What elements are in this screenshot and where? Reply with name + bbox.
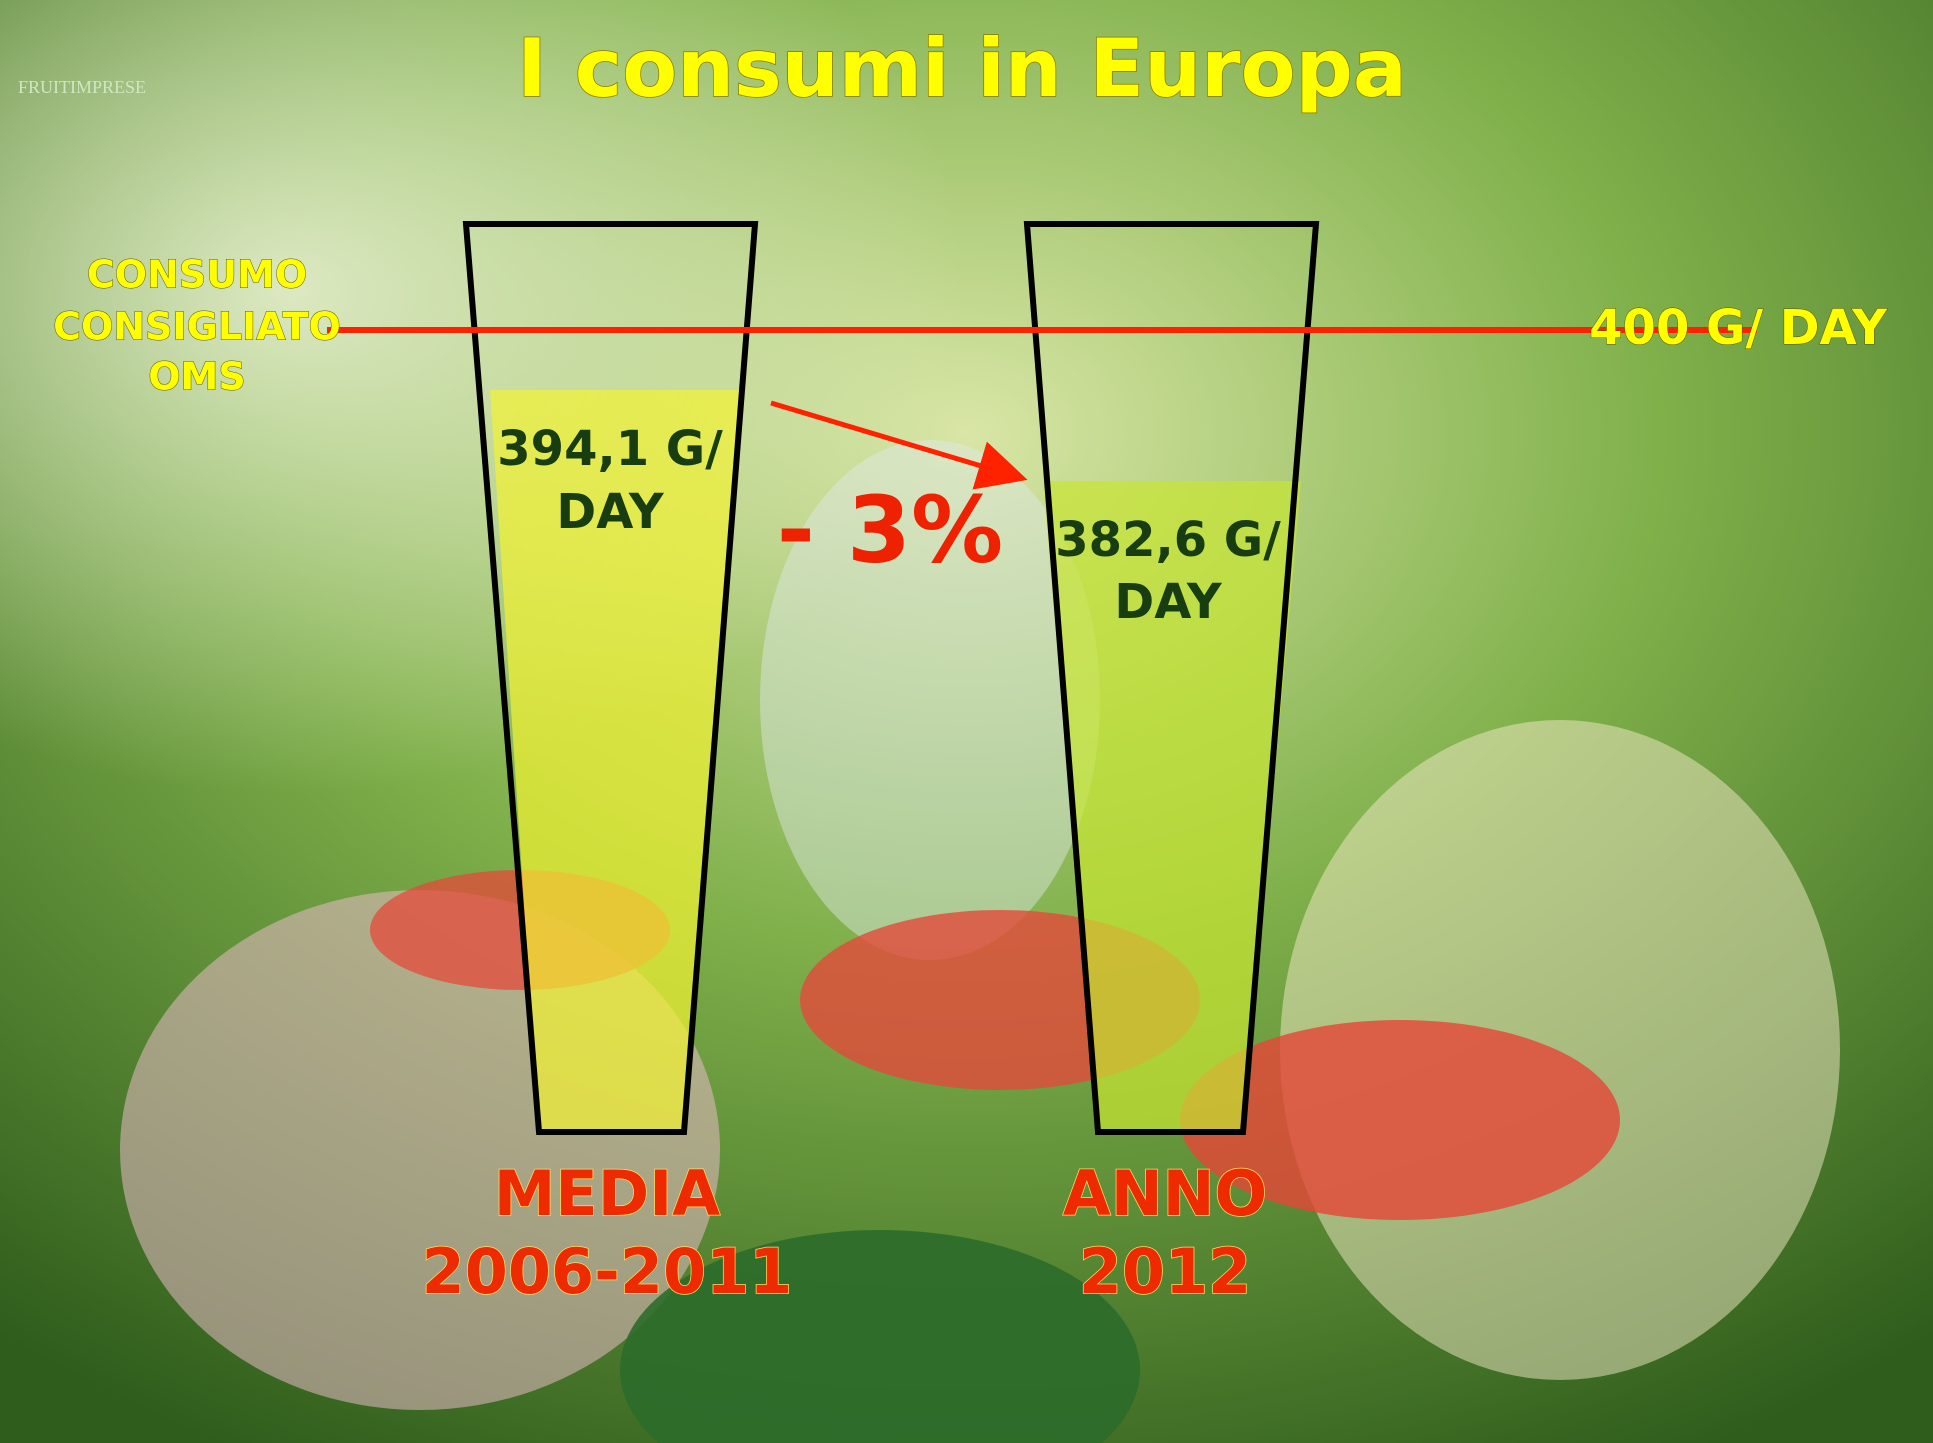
logo: FRUITIMPRESE — [18, 77, 146, 97]
reference-label: CONSIGLIATO — [53, 305, 341, 349]
glass-caption: ANNO — [1063, 1157, 1267, 1230]
glass-caption: 2012 — [1079, 1235, 1252, 1308]
title: I consumi in Europa — [517, 22, 1407, 115]
glass-caption: MEDIA — [494, 1157, 721, 1230]
glass-value: 382,6 G/ — [1055, 512, 1281, 568]
slide: FRUITIMPRESE I consumi in Europa CONSUMO… — [0, 0, 1933, 1443]
glass-value: DAY — [556, 484, 664, 540]
page: FRUITIMPRESE I consumi in Europa CONSUMO… — [0, 0, 1933, 1443]
reference-label: OMS — [148, 355, 246, 399]
reference-label: CONSUMO — [87, 253, 307, 297]
glass-value: DAY — [1114, 574, 1222, 630]
change-label: - 3% — [777, 476, 1003, 583]
reference-value: 400 G/ DAY — [1589, 300, 1888, 356]
glass-value: 394,1 G/ — [497, 421, 723, 477]
glass-caption: 2006-2011 — [422, 1235, 793, 1308]
